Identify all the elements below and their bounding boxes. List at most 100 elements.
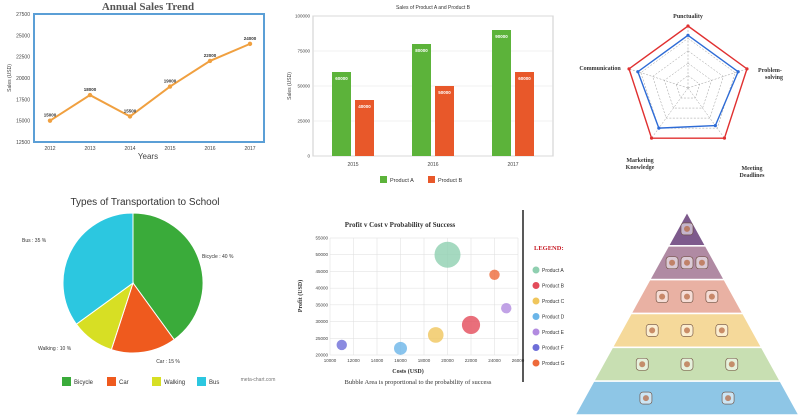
y-tick-label: 15000 [16,119,30,125]
radar-axis-label: Communication [579,66,621,72]
y-tick-label: 0 [307,154,310,159]
x-tick-label: 2015 [164,146,175,152]
egg-icon [680,290,694,303]
x-tick-label: 20000 [441,358,454,363]
y-tick-label: 75000 [297,49,310,54]
bubble-chart-panel: Profit v Cost v Probability of Success 2… [290,210,575,415]
y-tick-label: 40000 [315,286,328,291]
y-tick-label: 20000 [315,353,328,358]
bubble-chart: Profit v Cost v Probability of Success 2… [297,210,565,386]
milk-icon [680,324,694,337]
y-tick-label: 25000 [315,336,328,341]
data-label: 18000 [84,87,97,92]
radar-point [745,67,749,71]
icon-shape [639,361,646,368]
x-tick-label: 2012 [44,146,55,152]
vegetables-icon [639,391,653,405]
legend-swatch [532,359,540,367]
pie-slice-label: Car : 15 % [156,359,180,365]
y-tick-label: 100000 [295,14,311,19]
data-label: 19000 [164,79,177,84]
radar-point [649,136,654,140]
legend-swatch [62,377,71,386]
icon-shape [669,259,676,266]
bar [435,86,454,156]
nuts-icon [705,290,719,303]
x-tick-label: 24000 [488,358,501,363]
y-tick-label: 50000 [297,84,310,89]
pyramid-tier [575,380,800,415]
y-axis-label: Profit (USD) [297,280,304,312]
legend-title: LEGEND: [534,245,564,252]
y-tick-label: 35000 [315,302,328,307]
radar-axis-label: Problem- [758,68,782,74]
y-tick-label: 55000 [315,236,328,241]
icon-shape [659,293,666,300]
bar-value-label: 40000 [358,104,371,109]
radar-point [627,67,631,71]
bar [492,30,511,156]
bar-value-label: 80000 [415,48,428,53]
icon-shape [684,259,690,266]
radar-spoke [687,87,725,139]
bar [355,100,374,156]
chart-credit: meta-chart.com [241,377,276,383]
food-pyramid-panel [575,210,800,415]
legend-label: Product F [542,346,564,352]
y-tick-label: 20000 [16,76,30,82]
radar-point [686,24,690,28]
legend-swatch [152,377,161,386]
legend-label: Product B [542,284,565,290]
data-point [127,114,133,119]
bar [412,44,431,156]
legend-label: Product E [542,330,565,336]
radar-point [657,126,661,130]
x-tick-label: 16000 [394,358,407,363]
bread-icon [680,357,694,371]
icon-shape [649,327,656,334]
y-tick-label: 50000 [315,252,328,257]
bar [515,72,534,156]
radar-spoke [651,87,689,139]
radar-axis-label: Knowledge [626,165,655,171]
y-tick-label: 25000 [16,33,30,39]
series-line [49,42,251,122]
legend-swatch [532,344,540,351]
icon-shape [725,395,732,402]
radar-chart: Punctuality Problem-solving MeetingDeadlin… [579,14,783,179]
x-tick-label: 22000 [465,358,478,363]
chart-title: Sales of Product A and Product B [396,5,471,11]
radar-ring [652,50,724,119]
bubble [427,327,444,343]
icon-shape [698,259,705,266]
data-point [247,41,253,47]
chart-title: Types of Transportation to School [71,197,220,208]
bottle-icon [680,222,694,236]
bar-value-label: 90000 [495,34,508,39]
bar [332,72,351,156]
legend-label: Product C [542,299,565,305]
legend-swatch [380,176,387,183]
pie-chart: Types of Transportation to School Bicycl… [22,197,276,386]
y-tick-label: 25000 [297,119,310,124]
radar-axis-label: Meeting [742,166,763,172]
x-tick-label: 2016 [427,162,438,168]
x-tick-label: 26000 [512,358,525,363]
x-tick-label: 14000 [371,358,384,363]
y-tick-label: 30000 [315,319,328,324]
data-point [87,92,93,98]
icon-shape [718,327,725,334]
legend-label: Product D [542,315,565,321]
oil-bottle-icon [680,256,694,270]
data-label: 15000 [44,113,57,118]
x-tick-label: 12000 [347,358,360,363]
icon-shape [684,327,690,334]
x-tick-label: 2017 [244,146,255,152]
sausage-icon [655,290,669,303]
icon-shape [684,293,690,300]
legend-swatch [532,282,540,289]
honey-icon [665,256,679,270]
y-tick-label: 22500 [16,55,30,61]
legend-label: Product A [542,268,564,274]
bubble [489,269,500,280]
